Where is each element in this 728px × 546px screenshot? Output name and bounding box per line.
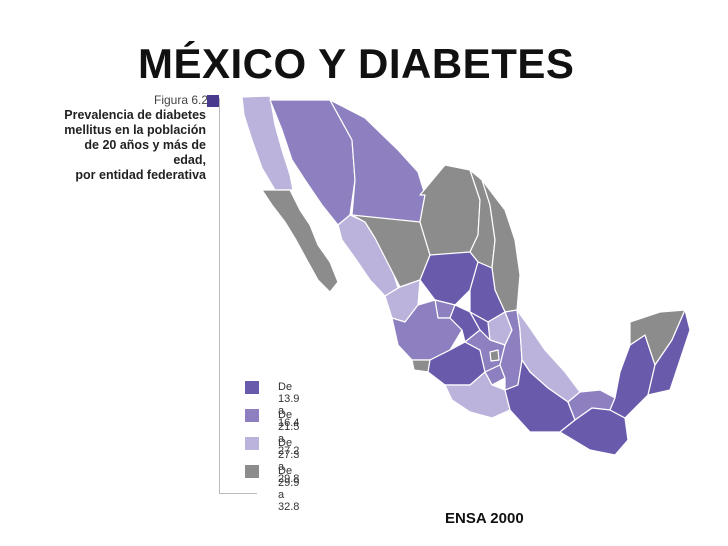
source-label: ENSA 2000 [445, 510, 524, 527]
figure-frame-bottom [219, 493, 257, 494]
slide-title: MÉXICO Y DIABETES [138, 40, 575, 87]
figure-frame-left [219, 98, 220, 493]
state-baja-california [241, 95, 294, 191]
state-distrito-federal [489, 349, 500, 362]
caption-line: mellitus en la población [64, 123, 206, 137]
legend-label: De 13.9 a 16.4 [278, 381, 300, 429]
figure-caption: Prevalencia de diabetes mellitus en la p… [52, 108, 206, 183]
legend-label: De 29.9 a 32.8 [278, 465, 300, 513]
state-colima [411, 359, 431, 373]
legend-swatch [245, 437, 259, 450]
state-coahuila [419, 164, 481, 256]
legend-swatch [245, 465, 259, 478]
state-baja-california-sur [261, 189, 339, 293]
caption-line: Prevalencia de diabetes [64, 108, 206, 122]
caption-line: de 20 años y más de edad, [84, 138, 206, 167]
legend-label: De 27.3 a 29.8 [278, 437, 300, 485]
state-zacatecas [419, 251, 479, 306]
state-chiapas [559, 407, 629, 456]
caption-line: por entidad federativa [75, 168, 206, 182]
legend-label: De 21.5 a 27.2 [278, 409, 300, 457]
state-quintana-roo [647, 309, 691, 396]
legend-swatch [245, 381, 259, 394]
legend-swatch [245, 409, 259, 422]
figure-marker [207, 95, 219, 107]
figure-label: Figura 6.2 [154, 93, 209, 107]
state-campeche [609, 334, 656, 419]
mexico-diabetes-map [241, 95, 691, 456]
